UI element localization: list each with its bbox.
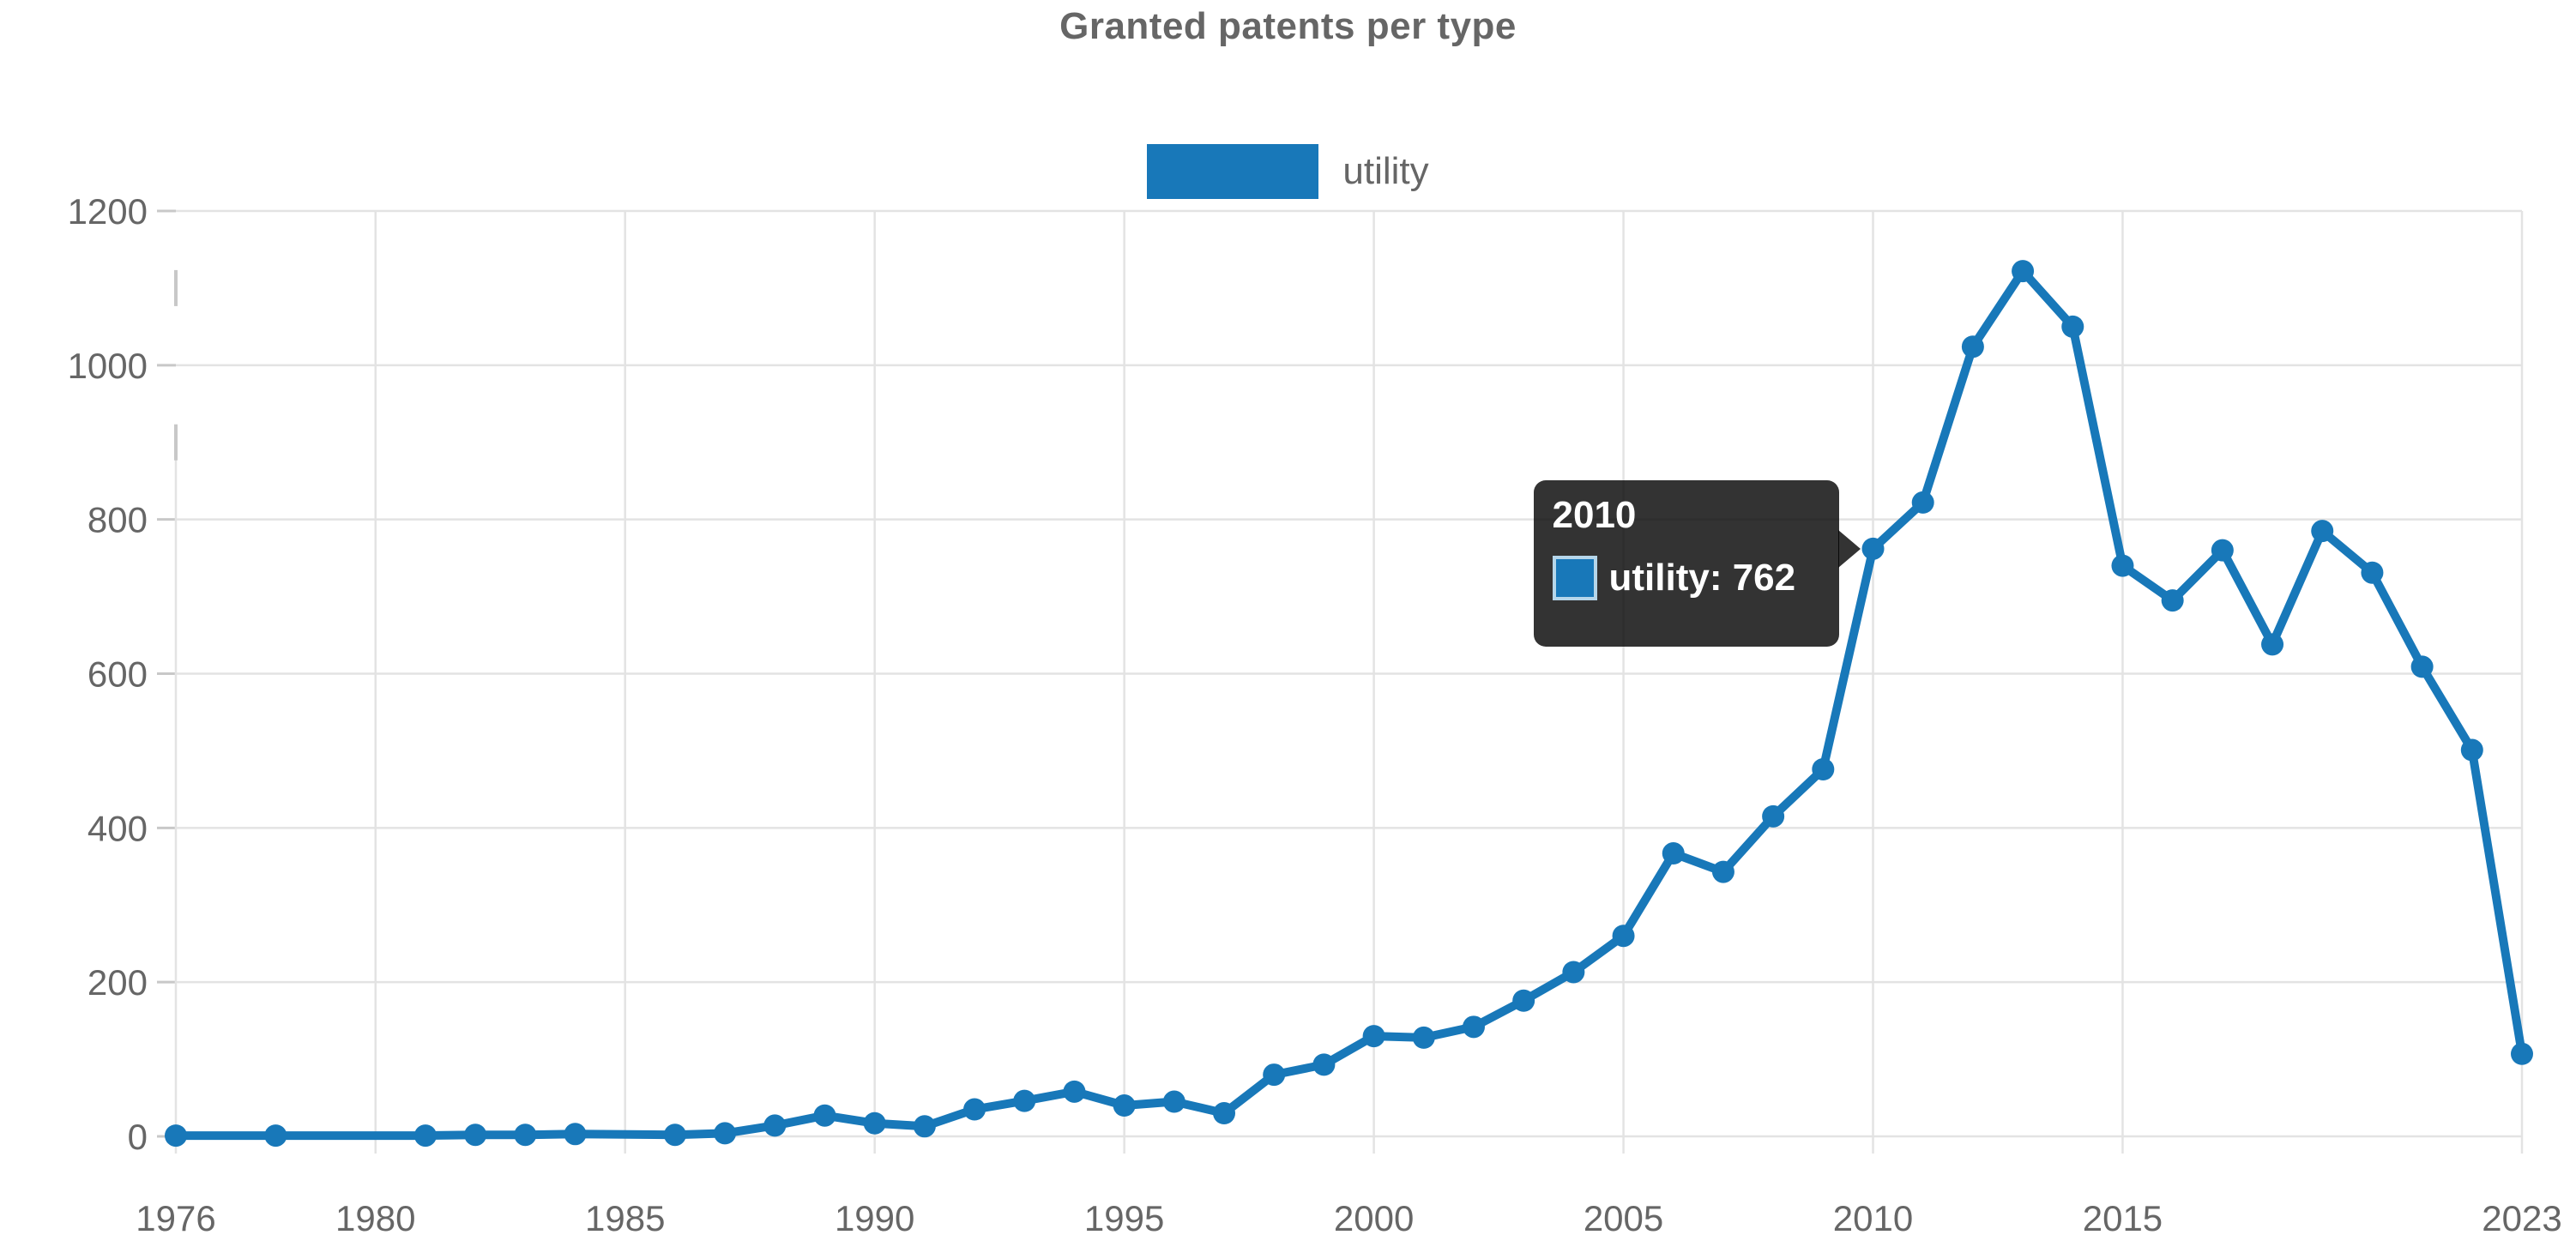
x-tick-label-2015: 2015 [2083,1198,2163,1238]
data-point-1986[interactable] [663,1124,686,1147]
utility-line-series[interactable] [172,267,2526,1141]
chart-title: Granted patents per type [1059,5,1517,47]
x-tick-label-2000: 2000 [1334,1198,1414,1238]
y-tick-label-1000: 1000 [68,346,148,386]
data-point-2023[interactable] [2511,1042,2533,1065]
data-point-2010[interactable] [1861,537,1885,560]
data-point-1991[interactable] [913,1115,936,1138]
data-point-2017[interactable] [2211,539,2234,562]
data-point-2007[interactable] [1711,860,1734,883]
data-point-1976[interactable] [165,1124,187,1148]
data-point-2002[interactable] [1462,1015,1485,1039]
data-point-2008[interactable] [1762,804,1785,828]
data-point-1997[interactable] [1213,1102,1236,1125]
data-point-1995[interactable] [1113,1094,1136,1117]
data-point-2014[interactable] [2061,315,2084,338]
data-point-1988[interactable] [763,1114,787,1137]
y-tick-label-1200: 1200 [68,191,148,232]
x-tick-label-1976: 1976 [136,1198,215,1238]
tooltip-color-box-icon [1552,555,1597,600]
data-point-1981[interactable] [413,1124,437,1148]
data-point-2011[interactable] [1911,491,1934,514]
data-point-1984[interactable] [564,1123,587,1146]
y-tick-label-0: 0 [128,1117,148,1157]
data-point-1982[interactable] [464,1124,487,1147]
x-tick-label-2005: 2005 [1584,1198,1663,1238]
data-point-1978[interactable] [264,1124,287,1148]
x-tick-label-1980: 1980 [335,1198,415,1238]
data-point-2004[interactable] [1562,961,1585,984]
y-tick-label-800: 800 [87,500,148,540]
data-point-2009[interactable] [1812,757,1835,780]
y-tick-label-200: 200 [87,962,148,1003]
data-point-1990[interactable] [863,1111,886,1135]
data-point-2020[interactable] [2361,561,2384,584]
tooltip-caret-icon [1837,529,1861,568]
x-tick-label-2023: 2023 [2482,1198,2561,1238]
data-point-2021[interactable] [2410,655,2434,678]
legend-label-utility: utility [1342,150,1429,192]
data-point-1994[interactable] [1063,1080,1086,1103]
data-point-1987[interactable] [714,1122,737,1145]
legend-swatch-utility [1147,144,1319,199]
data-point-2022[interactable] [2460,738,2483,762]
data-point-2005[interactable] [1612,925,1635,948]
x-tick-label-2010: 2010 [1833,1198,1913,1238]
data-point-1983[interactable] [514,1124,537,1147]
data-point-1999[interactable] [1312,1053,1336,1076]
legend-item-utility[interactable]: utility [0,144,2576,199]
data-point-1989[interactable] [813,1104,836,1127]
data-point-1993[interactable] [1013,1089,1036,1112]
x-tick-label-1990: 1990 [835,1198,914,1238]
data-point-2016[interactable] [2161,589,2184,612]
data-point-2012[interactable] [1961,335,1984,358]
data-point-2000[interactable] [1362,1025,1385,1048]
data-point-2019[interactable] [2311,520,2334,543]
data-point-2006[interactable] [1662,842,1685,865]
data-point-2018[interactable] [2261,633,2284,656]
y-tick-label-400: 400 [87,808,148,848]
tooltip-value-label: utility: 762 [1608,556,1796,599]
x-tick-label-1985: 1985 [585,1198,665,1238]
x-tick-label-1995: 1995 [1084,1198,1164,1238]
tooltip: 2010 utility: 762 [1533,479,1861,647]
data-point-2003[interactable] [1512,989,1535,1012]
y-tick-label-600: 600 [87,654,148,695]
tooltip-title: 2010 [1552,493,1637,536]
data-point-1996[interactable] [1162,1090,1185,1113]
data-point-2015[interactable] [2111,554,2134,577]
data-point-1992[interactable] [963,1098,986,1121]
data-point-2013[interactable] [2012,260,2035,283]
data-point-2001[interactable] [1412,1026,1435,1049]
data-point-1998[interactable] [1263,1063,1286,1087]
